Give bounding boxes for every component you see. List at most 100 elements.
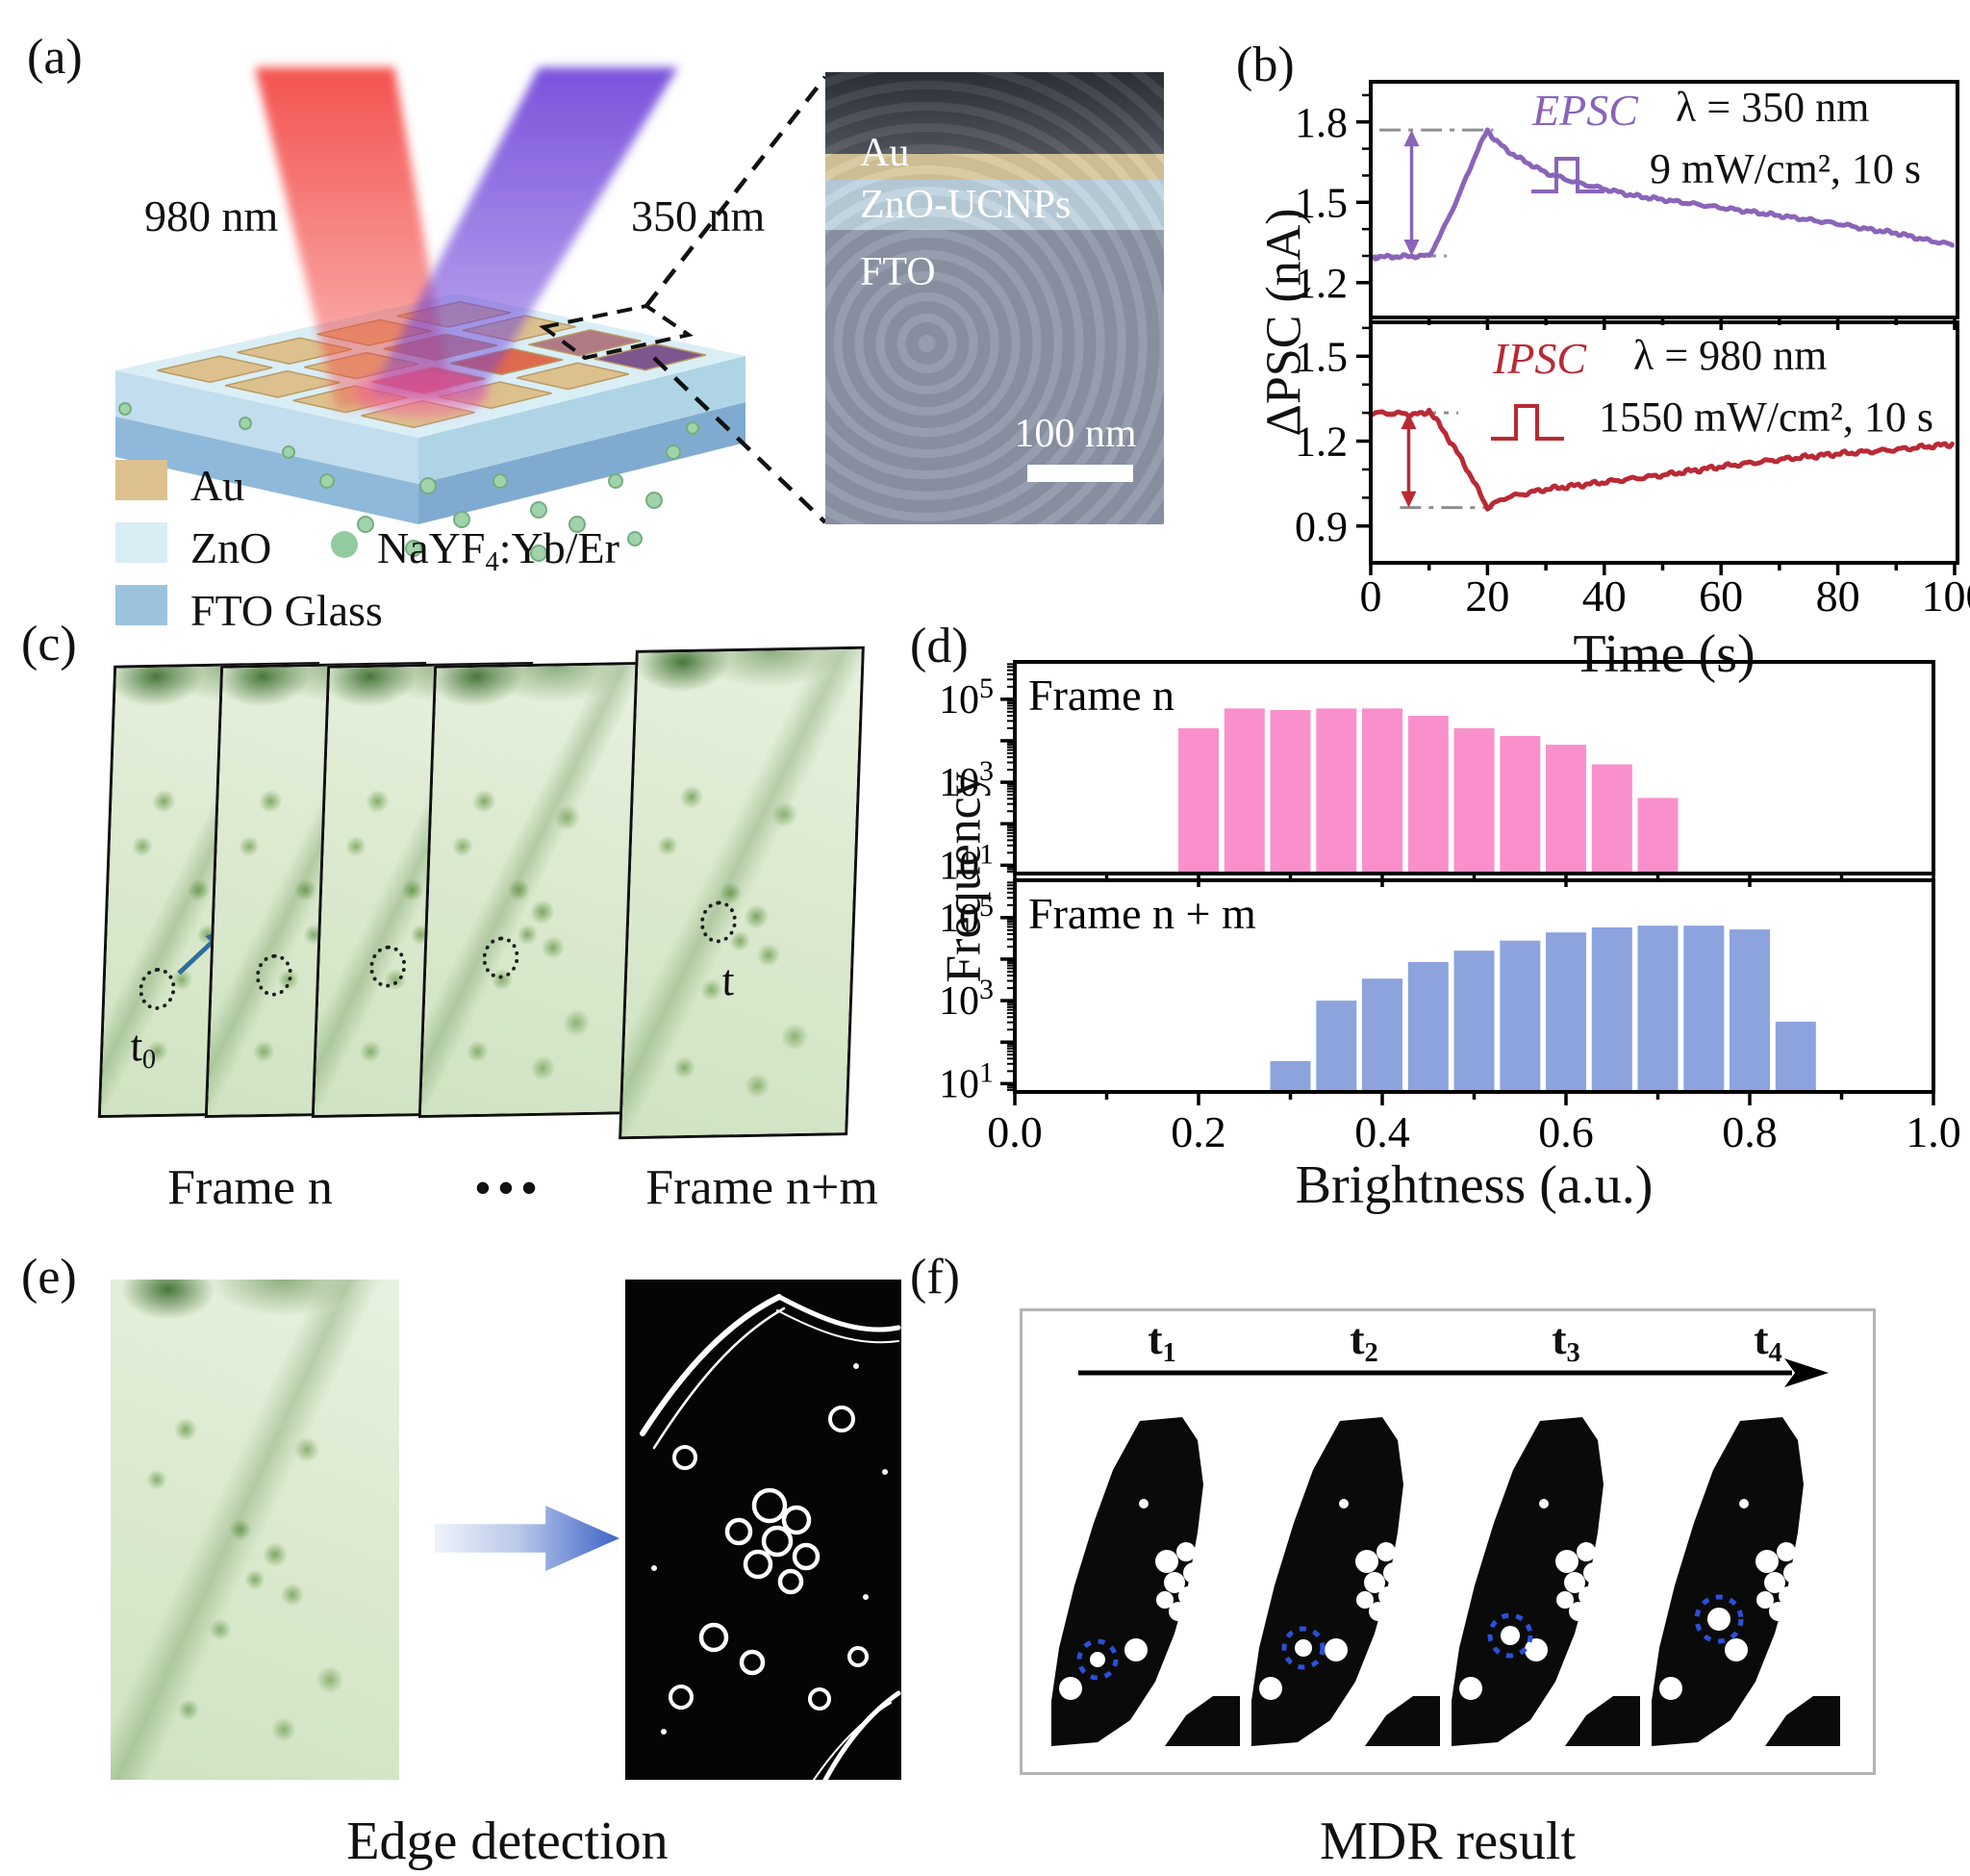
cell-silhouette <box>1051 1417 1203 1746</box>
histogram-bar <box>1362 978 1402 1090</box>
beam-980-icon <box>255 67 452 409</box>
tick-label: 0.4 <box>1354 1107 1410 1156</box>
sem-scale-bar <box>1027 465 1133 482</box>
ucnp-dot <box>627 531 643 546</box>
time-label-t1: t1 <box>1148 1314 1176 1368</box>
tick-label: 101 <box>943 838 994 888</box>
edge-detection-image <box>625 1280 901 1780</box>
histogram-bar <box>1546 932 1586 1090</box>
chip-face <box>115 417 418 524</box>
histogram-bar <box>1453 951 1495 1090</box>
legend-label-nayf: NaYF4:Yb/Er <box>377 522 619 578</box>
chip-face <box>418 402 745 524</box>
histogram-bar <box>1270 710 1311 872</box>
sem-texture <box>825 72 1164 524</box>
tick-label: 0.2 <box>1171 1107 1226 1156</box>
histogram-bar <box>1178 728 1219 872</box>
histogram-bar <box>1775 1022 1816 1090</box>
beam-980-label: 980 nm <box>144 191 279 241</box>
ipsc-plot: 1.5 1.2 0.9 <box>1295 320 1959 575</box>
psc-ylabel: ΔPSC (nA) <box>1256 208 1312 437</box>
histogram-bar <box>1637 798 1679 872</box>
cell-image <box>420 665 638 1115</box>
sem-zno-label: ZnO-UCNPs <box>860 183 1072 227</box>
psc-xlabel: Time (s) <box>1573 624 1755 684</box>
epsc-plot: 1.8 1.5 1.2 <box>1295 80 1959 330</box>
corner-blob <box>1365 1696 1440 1746</box>
cell-image <box>621 648 862 1137</box>
histogram-bar <box>1316 1001 1357 1090</box>
tick-label: 0.8 <box>1722 1107 1778 1156</box>
tick-label: 60 <box>1699 571 1743 621</box>
tick-label: 1.0 <box>1906 1107 1961 1156</box>
chip-face <box>418 356 745 484</box>
histogram-bar <box>1224 708 1265 872</box>
mdr-frame-3 <box>1452 1407 1640 1746</box>
ucnp-dot <box>645 492 663 509</box>
zoom-region-outline <box>539 303 694 361</box>
histogram-bar <box>1500 940 1541 1090</box>
histogram-bar <box>1362 708 1402 872</box>
epsc-pulse-icon <box>1531 157 1604 193</box>
hist-ylabel: Frequency <box>936 772 992 983</box>
panel-d-label: (d) <box>910 619 969 673</box>
caption-frame-n: Frame n <box>167 1160 333 1215</box>
ucnp-dot <box>319 473 335 489</box>
time-label-t4: t4 <box>1754 1314 1782 1368</box>
ucnp-dot <box>530 501 547 519</box>
panel-f-label: (f) <box>910 1250 960 1305</box>
histogram-bar <box>1270 1060 1311 1090</box>
series-label: Frame n <box>1028 671 1174 720</box>
tick-label: 1.2 <box>1295 418 1348 466</box>
caption-dots: ••• <box>474 1163 545 1212</box>
nayf-tail: :Yb/Er <box>498 523 619 572</box>
hist-plot-2: 105 103 101 Frame n + m <box>943 878 1935 1106</box>
ucnp-dot <box>530 545 547 562</box>
chip-face <box>115 370 418 484</box>
tick-label: 0.6 <box>1538 1107 1594 1156</box>
tick-label: 105 <box>943 891 994 941</box>
tick-label: 105 <box>943 672 994 723</box>
corner-blob <box>1765 1696 1840 1746</box>
t-marker: t <box>720 955 736 1005</box>
panel-c-label: (c) <box>21 617 77 672</box>
ucnp-dot <box>239 417 252 430</box>
ucnp-dot <box>282 445 295 459</box>
tick-label: 40 <box>1582 571 1627 621</box>
panel-e-label: (e) <box>21 1250 77 1305</box>
ipsc-wavelength: λ = 980 nm <box>1633 332 1828 379</box>
histogram-bar <box>1637 925 1679 1090</box>
mdr-frame-2 <box>1251 1407 1440 1746</box>
psc-plots: 1.8 1.5 1.2 1.5 1.2 0.9 0 20 40 60 80 100 <box>1295 80 1970 621</box>
edge-detection-caption: Edge detection <box>346 1812 669 1871</box>
ucnp-dot <box>453 511 470 528</box>
histogram-bar <box>1316 708 1357 872</box>
tick-label: 103 <box>943 755 994 805</box>
video-frame-4 <box>417 661 641 1119</box>
beam-350-icon <box>370 67 678 402</box>
tick-label: 100 <box>1921 571 1970 621</box>
tick-label: 1.5 <box>1295 179 1348 226</box>
ucnp-dot <box>568 516 586 533</box>
tick-label: 0.0 <box>987 1107 1043 1156</box>
ucnp-dot <box>608 473 623 489</box>
tick-label: 1.2 <box>1295 260 1348 307</box>
electrode-pad <box>157 355 273 384</box>
detected-cell-circle <box>1694 1594 1744 1644</box>
electrode-pad <box>528 329 642 357</box>
zoom-connector-bottom <box>652 356 827 524</box>
cell-image-original <box>111 1280 399 1780</box>
epsc-wavelength: λ = 350 nm <box>1676 84 1870 131</box>
detected-cell-circle <box>1076 1638 1119 1681</box>
histogram-bar <box>1591 764 1632 872</box>
zoom-connector-top <box>644 75 827 308</box>
histogram-bar <box>1591 927 1632 1090</box>
legend-swatch-zno <box>115 522 167 563</box>
time-label-t2: t2 <box>1350 1314 1378 1368</box>
epsc-title: EPSC <box>1532 86 1638 135</box>
mdr-frame-1 <box>1051 1407 1240 1746</box>
sem-cross-section: Au ZnO-UCNPs FTO 100 nm <box>825 72 1164 524</box>
ucnp-dot <box>357 516 374 533</box>
detected-cell-circle <box>1487 1612 1533 1659</box>
